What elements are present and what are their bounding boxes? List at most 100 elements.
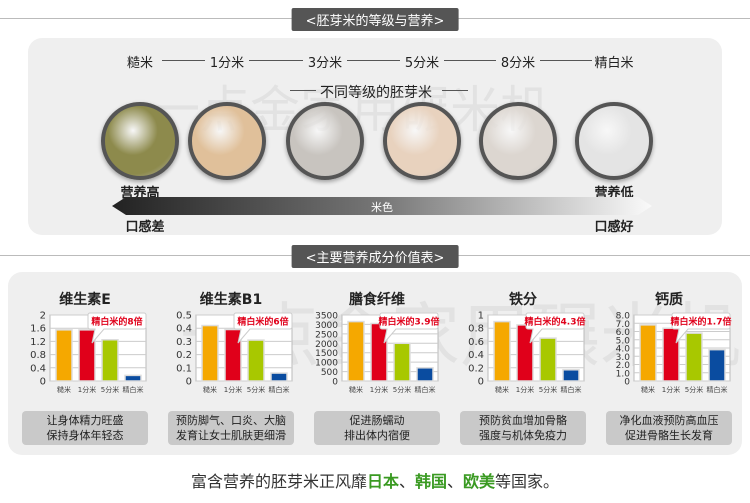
grade-label: 5分米 xyxy=(404,56,440,71)
y-tick-label: 1500 xyxy=(315,349,338,359)
y-tick-label: 0.8 xyxy=(468,324,484,335)
y-tick-label: 3.0 xyxy=(616,353,631,363)
y-tick-label: 3500 xyxy=(315,312,338,322)
bar-糙米 xyxy=(55,329,73,382)
bar-1分米 xyxy=(224,328,242,382)
chart-title: 维生素E xyxy=(59,292,111,308)
bar-5分米 xyxy=(539,337,557,382)
callout-bubble xyxy=(525,312,585,344)
x-tick-label: 精白米 xyxy=(707,385,728,394)
callout-text: 精白米的6倍 xyxy=(237,316,288,328)
x-tick-label: 5分米 xyxy=(539,385,557,394)
bar-5分米 xyxy=(101,339,119,382)
section-title-nutrition: <主要营养成分价值表> xyxy=(291,245,459,268)
connector-line xyxy=(290,90,316,91)
bar-糙米 xyxy=(201,324,219,382)
y-tick-label: 0.4 xyxy=(176,324,192,335)
grade-label: 1分米 xyxy=(209,56,245,71)
y-tick-label: 0.5 xyxy=(176,311,192,322)
chart-description: 净化血液预防高血压 促进骨骼生长发育 xyxy=(606,411,732,445)
chart-card: 膳食纤维 促进肠蠕动 排出体内宿便 0 500 1000 1500 2000 2500 3000… xyxy=(306,283,448,448)
callout-text: 精白米的1.7倍 xyxy=(671,316,732,328)
chart-card: 维生素E 让身体精力旺盛 保持身体年轻态 0 0.4 0.8 1.2 1.6 2 糙米 1分米 5分… xyxy=(14,283,156,448)
x-tick-label: 糙米 xyxy=(349,385,363,394)
x-tick-label: 精白米 xyxy=(123,385,144,394)
bar-1分米 xyxy=(370,322,388,382)
bar-chart: 0 0.1 0.2 0.3 0.4 0.5 糙米 1分米 5分米 精白米 精白米的6倍 xyxy=(176,311,293,394)
connector-line xyxy=(444,60,496,61)
connector-line xyxy=(347,60,400,61)
callout-text: 精白米的8倍 xyxy=(91,316,142,328)
y-tick-label: 1.6 xyxy=(30,324,46,335)
chart-title: 钙质 xyxy=(655,292,683,308)
taste-good: 口感好 xyxy=(594,220,634,235)
x-tick-label: 糙米 xyxy=(641,385,655,394)
x-tick-label: 5分米 xyxy=(393,385,411,394)
bar-1分米 xyxy=(662,327,680,382)
y-tick-label: 8.0 xyxy=(616,312,631,322)
y-tick-label: 0 xyxy=(624,378,630,388)
y-tick-label: 5.0 xyxy=(616,336,631,346)
x-tick-label: 糙米 xyxy=(495,385,509,394)
rice-sample-image xyxy=(286,102,364,180)
y-tick-label: 0.4 xyxy=(468,350,484,361)
connector-line xyxy=(249,60,303,61)
y-tick-label: 0.6 xyxy=(468,337,484,348)
callout-bubble xyxy=(233,312,293,344)
bar-精白米 xyxy=(708,348,726,382)
y-tick-label: 1000 xyxy=(315,359,338,369)
bar-精白米 xyxy=(124,374,142,382)
chart-title: 维生素B1 xyxy=(199,292,263,308)
chart-description: 预防贫血增加骨骼 强度与机体免疫力 xyxy=(460,411,586,445)
y-tick-label: 0.1 xyxy=(176,363,192,374)
y-tick-label: 0.8 xyxy=(30,350,46,361)
callout-bubble xyxy=(87,312,147,344)
y-tick-label: 0 xyxy=(186,377,192,388)
color-label: 米色 xyxy=(371,201,393,214)
x-tick-label: 5分米 xyxy=(685,385,703,394)
chart-title: 膳食纤维 xyxy=(349,292,405,308)
y-tick-label: 0.2 xyxy=(468,363,484,374)
footer-text: 富含营养的胚芽米正风靡日本、韩国、欧美等国家。 xyxy=(190,472,560,491)
x-tick-label: 1分米 xyxy=(662,385,680,394)
y-tick-label: 2500 xyxy=(315,330,338,340)
grade-label: 精白米 xyxy=(594,56,634,71)
callout-bubble xyxy=(671,312,731,344)
x-tick-label: 5分米 xyxy=(101,385,119,394)
x-tick-label: 精白米 xyxy=(561,385,582,394)
callout-text: 精白米的3.9倍 xyxy=(379,316,440,328)
color-gradient-arrow: 米色 xyxy=(112,197,652,215)
bar-5分米 xyxy=(393,342,411,382)
bar-精白米 xyxy=(562,369,580,382)
callout-text: 精白米的4.3倍 xyxy=(525,316,586,328)
rice-sample-image xyxy=(101,102,179,180)
bar-chart: 0 0.4 0.8 1.2 1.6 2 糙米 1分米 5分米 精白米 精白米的8倍 xyxy=(30,311,147,394)
bar-chart: 01.02.03.04.05.06.07.08.0 糙米 1分米 5分米 精白米 精白米的… xyxy=(616,312,732,395)
x-tick-label: 糙米 xyxy=(203,385,217,394)
y-tick-label: 2 xyxy=(40,311,46,322)
y-tick-label: 2000 xyxy=(315,340,338,350)
rice-sample-image xyxy=(575,102,653,180)
y-tick-label: 0 xyxy=(40,377,46,388)
chart-title: 铁分 xyxy=(509,292,537,308)
y-tick-label: 1.2 xyxy=(30,337,46,348)
chart-card: 维生素B1 预防脚气、口炎、大脑 发育让女士肌肤更细滑 0 0.1 0.2 0.3 0.4 0… xyxy=(160,283,302,448)
rice-sample-image xyxy=(188,102,266,180)
x-tick-label: 精白米 xyxy=(269,385,290,394)
bar-1分米 xyxy=(516,324,534,382)
bar-精白米 xyxy=(416,367,434,382)
y-tick-label: 500 xyxy=(321,368,338,378)
rice-sample-image xyxy=(479,102,557,180)
y-tick-label: 6.0 xyxy=(616,328,631,338)
y-tick-label: 1 xyxy=(478,311,484,322)
section-title-grades: <胚芽米的等级与营养> xyxy=(291,8,459,31)
connector-line xyxy=(442,90,468,91)
chart-description: 促进肠蠕动 排出体内宿便 xyxy=(314,411,440,445)
bar-精白米 xyxy=(270,372,288,382)
chart-description: 预防脚气、口炎、大脑 发育让女士肌肤更细滑 xyxy=(168,411,294,445)
bar-糙米 xyxy=(639,324,657,382)
chart-card: 铁分 预防贫血增加骨骼 强度与机体免疫力 0 0.2 0.4 0.6 0.8 1 糙米 1分米 5分… xyxy=(452,283,594,448)
chart-description: 让身体精力旺盛 保持身体年轻态 xyxy=(22,411,148,445)
taste-bad: 口感差 xyxy=(125,220,165,235)
